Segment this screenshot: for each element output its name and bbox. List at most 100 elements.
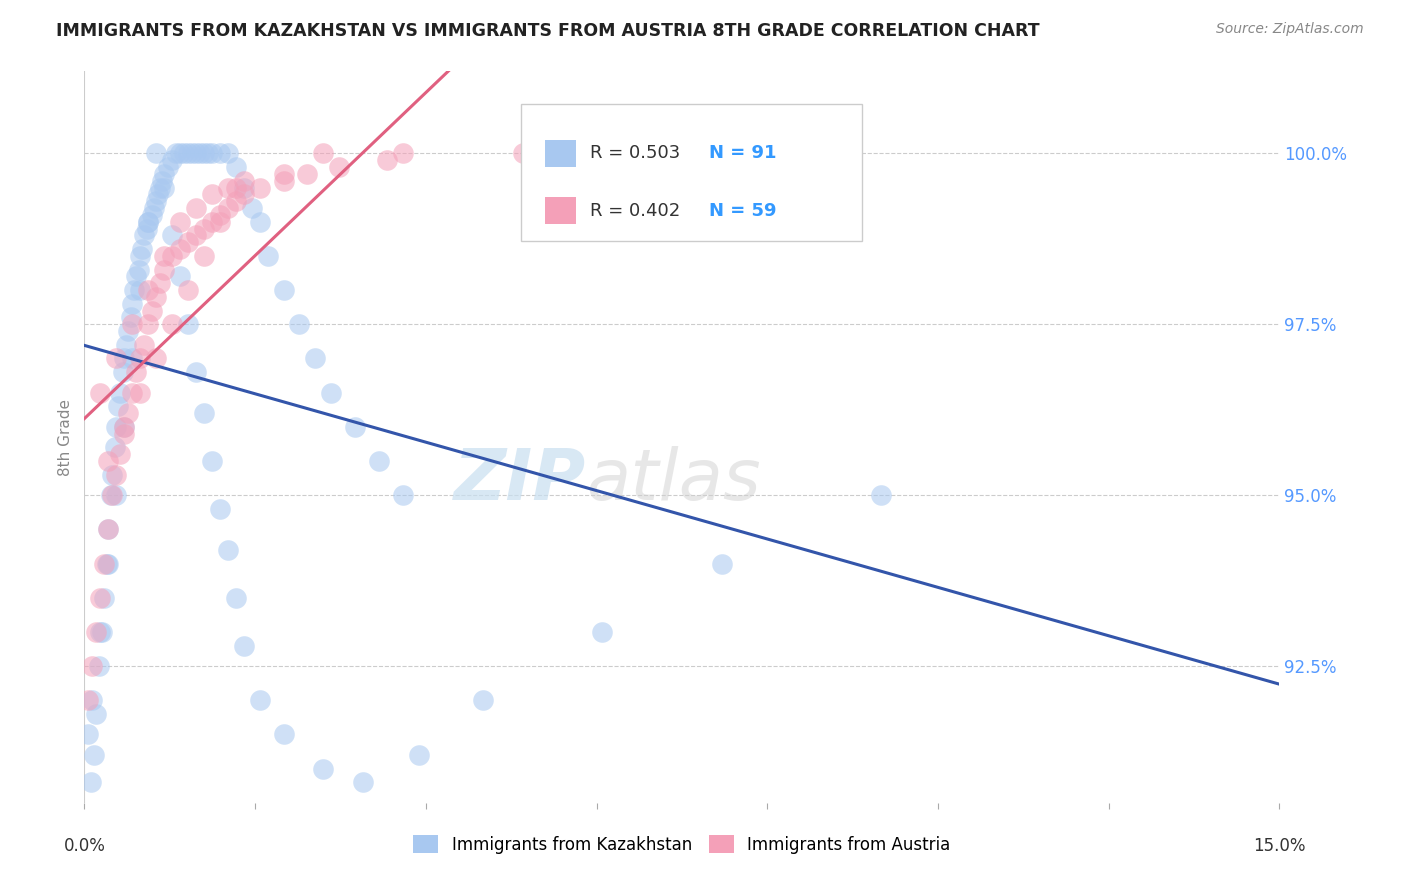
Point [201,187,224,202]
Point [129,351,152,366]
Text: R = 0.503: R = 0.503 [589,145,681,162]
Point [135,221,157,235]
Point [149,180,172,194]
Point [169,146,191,161]
Point [225,160,247,174]
Text: N = 91: N = 91 [709,145,776,162]
Point [136,318,159,332]
Point [112,426,135,441]
Text: Source: ZipAtlas.com: Source: ZipAtlas.com [1216,22,1364,37]
Point [120,310,142,325]
Point [217,542,239,557]
Point [97,522,120,536]
Point [125,365,148,379]
Point [107,400,129,414]
Point [89,385,111,400]
Text: R = 0.402: R = 0.402 [589,202,681,219]
Point [111,365,134,379]
Point [132,338,156,352]
Point [110,447,132,461]
Point [104,440,127,454]
Point [105,488,128,502]
Point [321,385,343,400]
Point [169,215,191,229]
Point [193,249,215,263]
Point [169,242,191,256]
Point [105,351,128,366]
Point [105,467,128,482]
Point [96,557,118,571]
Point [97,454,120,468]
Point [121,297,143,311]
Point [193,406,215,420]
Point [232,639,254,653]
Point [312,762,335,776]
Point [152,174,174,188]
Point [165,146,187,161]
Point [121,318,143,332]
Point [208,215,231,229]
Point [112,420,135,434]
Point [132,228,156,243]
Point [90,624,112,639]
Point [193,221,215,235]
Point [153,249,176,263]
Point [145,194,167,209]
Point [82,693,104,707]
Point [89,624,111,639]
Point [631,146,654,161]
Point [184,365,207,379]
Point [177,318,200,332]
Text: 0.0%: 0.0% [63,837,105,855]
Point [141,208,163,222]
Point [184,146,207,161]
Point [89,591,111,605]
Point [177,146,200,161]
Point [870,488,893,502]
Text: atlas: atlas [586,447,761,516]
Point [143,201,166,215]
Point [82,659,104,673]
Point [591,624,613,639]
Point [249,693,271,707]
Point [86,624,108,639]
Point [297,167,319,181]
Point [169,269,191,284]
Point [121,351,143,366]
Point [392,146,415,161]
Point [112,420,135,434]
Point [225,180,247,194]
Point [225,591,247,605]
Point [173,146,195,161]
Point [77,693,100,707]
Point [710,557,733,571]
Point [225,194,247,209]
Point [136,215,159,229]
Point [77,727,100,741]
Text: 15.0%: 15.0% [1253,837,1306,855]
Point [128,262,150,277]
Point [114,338,136,352]
Point [93,591,115,605]
Point [201,146,224,161]
Text: N = 59: N = 59 [709,202,776,219]
Point [368,454,391,468]
Point [208,146,231,161]
Point [153,167,176,181]
Point [110,385,132,400]
Point [408,747,430,762]
Point [208,501,231,516]
Point [153,180,176,194]
Point [184,201,207,215]
Point [184,228,207,243]
Point [145,351,167,366]
Point [273,167,295,181]
Point [112,351,135,366]
Point [273,727,295,741]
Point [87,659,110,673]
Point [352,775,374,789]
Point [232,180,254,194]
Point [392,488,415,502]
Point [288,318,311,332]
Text: IMMIGRANTS FROM KAZAKHSTAN VS IMMIGRANTS FROM AUSTRIA 8TH GRADE CORRELATION CHAR: IMMIGRANTS FROM KAZAKHSTAN VS IMMIGRANTS… [56,22,1040,40]
